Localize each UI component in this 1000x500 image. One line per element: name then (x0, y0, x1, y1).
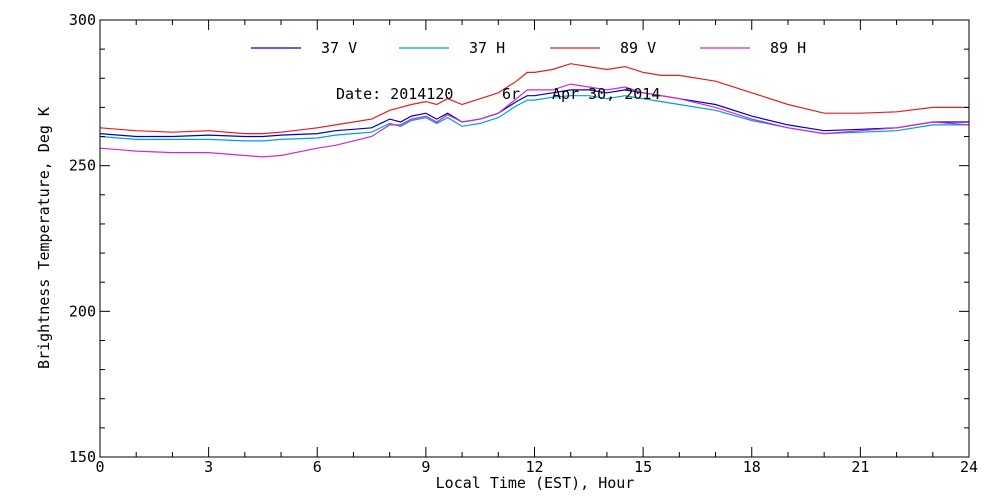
x-tick-label: 0 (95, 458, 104, 476)
series-layer (99, 63, 970, 158)
y-tick-label: 300 (69, 11, 96, 29)
legend: 37 V 37 H 89 V 89 H (251, 39, 806, 57)
legend-label-37-v: 37 V (321, 39, 357, 57)
date-annotation: Date: 2014120 (336, 85, 453, 103)
legend-label-89-h: 89 H (770, 39, 806, 57)
axis-ticks: 0 3 6 9 12 15 18 21 24 150 200 250 300 (69, 11, 978, 476)
plot-frame (99, 19, 970, 458)
x-tick-label: 12 (525, 458, 543, 476)
x-tick-label: 15 (634, 458, 652, 476)
x-tick-label: 24 (960, 458, 978, 476)
y-tick-label: 250 (69, 157, 96, 175)
y-axis-label: Brightness Temperature, Deg K (35, 107, 53, 369)
legend-label-37-h: 37 H (469, 39, 505, 57)
x-tick-label: 6 (313, 458, 322, 476)
series-line-89-v (99, 63, 969, 135)
x-tick-label: 18 (743, 458, 761, 476)
x-tick-label: 21 (851, 458, 869, 476)
day-annotation: 6r (502, 85, 520, 103)
y-tick-label: 150 (69, 448, 96, 466)
x-tick-label: 9 (421, 458, 430, 476)
series-line-89-h (99, 83, 970, 158)
x-tick-label: 3 (204, 458, 213, 476)
x-axis-label: Local Time (EST), Hour (436, 474, 635, 492)
series-line-37-h (99, 95, 969, 142)
legend-label-89-v: 89 V (620, 39, 656, 57)
full-date-annotation: Apr 30, 2014 (552, 85, 660, 103)
y-tick-label: 200 (69, 302, 96, 320)
